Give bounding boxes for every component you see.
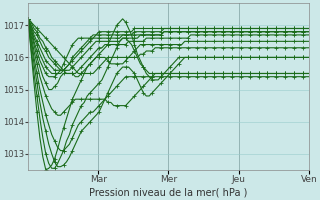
X-axis label: Pression niveau de la mer( hPa ): Pression niveau de la mer( hPa ) [89, 187, 248, 197]
